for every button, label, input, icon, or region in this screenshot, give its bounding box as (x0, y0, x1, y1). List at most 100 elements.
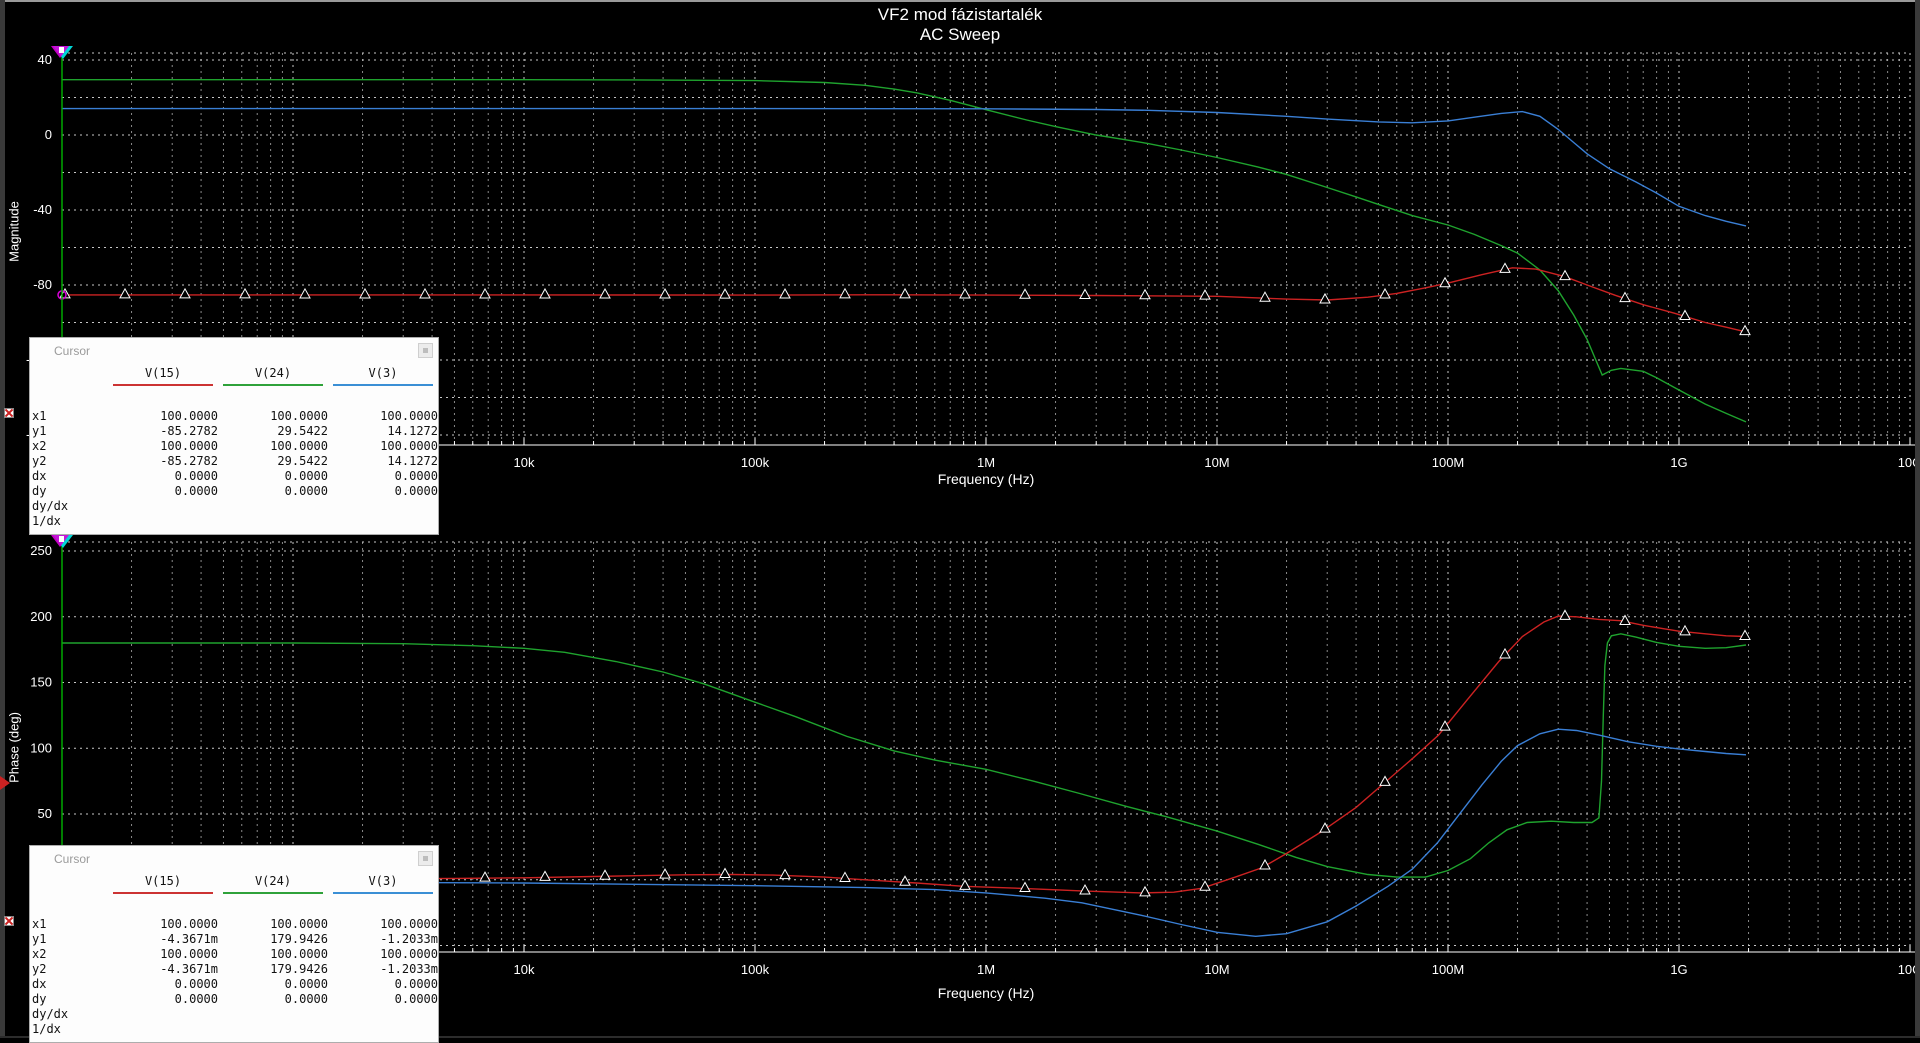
window-frame-bottom (0, 1036, 1920, 1038)
cursor-value: 0.0000 (394, 977, 438, 991)
cursor-column-underline (333, 892, 433, 894)
cursor-column-header: V(3) (368, 874, 398, 888)
cursor-value: -85.2782 (160, 424, 218, 438)
cursor-value: 0.0000 (174, 977, 218, 991)
cursor-value: 14.1272 (387, 424, 438, 438)
cursor-row-label: y2 (32, 962, 47, 976)
cursor-value: -4.3671m (160, 932, 218, 946)
cursor-window-phase[interactable]: Cursor V(15) V(24) V(3) x1 100.0000 100.0000 10… (29, 845, 439, 1043)
cursor-column-header: V(24) (254, 874, 292, 888)
cursor-row-label: 1/dx (32, 514, 61, 528)
cursor-row-label: 1/dx (32, 1022, 61, 1036)
window-frame-top (0, 0, 1920, 2)
cursor-column-header: V(15) (144, 874, 182, 888)
x-tick-label: 10k (514, 455, 535, 470)
cursor-value: 179.9426 (270, 932, 328, 946)
cursor-window-title: Cursor (54, 344, 91, 358)
y-tick-label: 100 (30, 740, 52, 755)
cursor-handle-grip-icon[interactable] (59, 47, 64, 53)
x-tick-label: 1M (977, 455, 995, 470)
cursor-row-label: x1 (32, 917, 47, 931)
x-tick-label: 10G (1898, 962, 1920, 977)
cursor-row-label: y2 (32, 454, 47, 468)
x-tick-label: 1M (977, 962, 995, 977)
x-tick-label: 10M (1204, 962, 1229, 977)
trace-v15-phase[interactable] (61, 615, 1747, 894)
cursor-value: 0.0000 (284, 977, 328, 991)
trace-v24-magnitude[interactable] (62, 79, 1747, 423)
trace-v3-magnitude[interactable] (62, 107, 1747, 227)
cursor-checkbox-phase[interactable] (4, 916, 14, 926)
cursor-row-label: x1 (32, 409, 47, 423)
cursor-column-header: V(15) (144, 366, 182, 380)
cursor-value: 179.9426 (270, 962, 328, 976)
x-tick-label: 1G (1670, 962, 1687, 977)
cursor-window-magnitude[interactable]: Cursor V(15) V(24) V(3) x1 100.0000 100.0000 10… (29, 337, 439, 535)
cursor-value: 0.0000 (394, 469, 438, 483)
x-tick-label: 100M (1432, 455, 1465, 470)
cursor-value: 0.0000 (394, 992, 438, 1006)
cursor-row-label: dy (32, 992, 47, 1006)
cursor-row-label: x2 (32, 947, 47, 961)
x-tick-label: 100k (741, 455, 770, 470)
x-tick-label: 10G (1898, 455, 1920, 470)
cursor-window-pin-button[interactable] (418, 851, 433, 866)
cursor-value: 100.0000 (160, 917, 218, 931)
cursor-value: 100.0000 (160, 439, 218, 453)
x-tick-labels: 1k10k100k1M10M100M1G10G (286, 455, 1920, 470)
x-tick-label: 100M (1432, 962, 1465, 977)
x-tick-label: 10M (1204, 455, 1229, 470)
window-frame-left (0, 0, 5, 1038)
y-tick-label: -40 (33, 202, 52, 217)
cursor-value: 0.0000 (394, 484, 438, 498)
y-tick-label: 50 (38, 806, 52, 821)
cursor-row-label: dy/dx (32, 1007, 69, 1021)
cursor-handles[interactable] (51, 46, 73, 59)
trace-v15-magnitude[interactable] (62, 267, 1747, 333)
cursor-value: 100.0000 (380, 917, 438, 931)
cursor-value: 100.0000 (270, 947, 328, 961)
cursor-value: 0.0000 (174, 992, 218, 1006)
cursor-column-underline (113, 892, 213, 894)
cursor-value: -1.2033m (380, 962, 438, 976)
diagram-title: VF2 mod fázistartalék (877, 5, 1043, 24)
y-tick-label: 200 (30, 609, 52, 624)
cursor-checkbox-magnitude[interactable] (4, 408, 14, 418)
cursor-row-label: dy/dx (32, 499, 69, 513)
cursor-handle-grip-icon[interactable] (59, 536, 64, 542)
cursor-handles[interactable] (51, 535, 73, 548)
cursor-value: 100.0000 (160, 947, 218, 961)
cursor-column-underline (333, 384, 433, 386)
cursor-value: 100.0000 (270, 439, 328, 453)
y-tick-label: 0 (45, 127, 52, 142)
cursor-value: 0.0000 (174, 484, 218, 498)
cursor-value: 29.5422 (277, 424, 328, 438)
cursor-window-pin-button[interactable] (418, 343, 433, 358)
cursor-value: 0.0000 (284, 484, 328, 498)
cursor-row-label: x2 (32, 439, 47, 453)
trace-v3-phase[interactable] (61, 728, 1747, 938)
x-tick-label: 100k (741, 962, 770, 977)
trace-v24-phase[interactable] (62, 633, 1747, 878)
cursor-row-label: dx (32, 977, 47, 991)
cursor-row-label: dy (32, 484, 47, 498)
cursor-value: 0.0000 (284, 992, 328, 1006)
cursor-value: 29.5422 (277, 454, 328, 468)
cursor-row-label: y1 (32, 932, 47, 946)
trace-v15-markers (59, 262, 1751, 336)
x-tick-label: 1G (1670, 455, 1687, 470)
cursor-row-label: dx (32, 469, 47, 483)
cursor-value: -4.3671m (160, 962, 218, 976)
analysis-subtitle: AC Sweep (919, 25, 1001, 44)
cursor-value: 100.0000 (380, 947, 438, 961)
x-tick-labels: 1k10k100k1M10M100M1G10G (286, 962, 1920, 977)
grid-minor (131, 542, 1900, 952)
cursor-column-header: V(24) (254, 366, 292, 380)
cursor-value: 100.0000 (160, 409, 218, 423)
magnitude-axis-label: Magnitude (6, 201, 22, 262)
cursor-value: 14.1272 (387, 454, 438, 468)
y-tick-label: 40 (38, 52, 52, 67)
cursor-value: -1.2033m (380, 932, 438, 946)
cursor-value: 0.0000 (284, 469, 328, 483)
